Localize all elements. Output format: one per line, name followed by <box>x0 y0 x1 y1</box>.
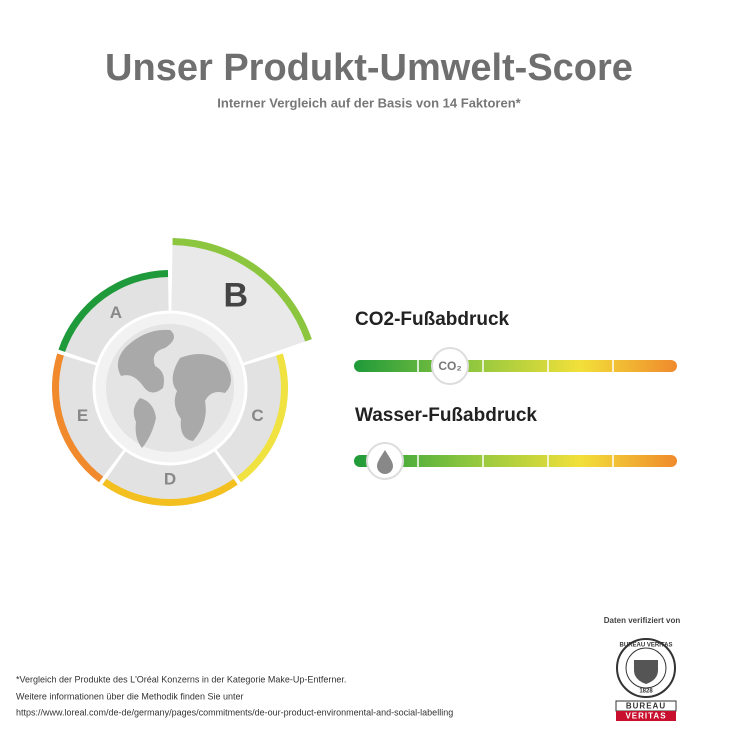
logo-year: 1828 <box>639 689 653 695</box>
verified-label: Daten verifiziert von <box>604 616 681 625</box>
title: Unser Produkt-Umwelt-Score <box>105 47 633 89</box>
footprint-bar <box>354 455 677 467</box>
grade-label: D <box>164 469 176 488</box>
bureau-veritas-logo: BUREAU VERITAS 1828 BUREAU VERITAS <box>615 638 677 721</box>
score-wheel: A B C D E <box>51 238 312 507</box>
grade-sector <box>102 446 238 507</box>
logo-line2: VERITAS <box>625 712 666 721</box>
grade-arc <box>172 238 312 342</box>
co2-icon: CO₂ <box>438 359 461 373</box>
grade-arc <box>102 478 238 507</box>
grade-label: A <box>110 303 122 322</box>
footprint-label: Wasser-Fußabdruck <box>355 405 537 426</box>
grade-arc <box>236 353 289 483</box>
grade-arc <box>58 270 169 352</box>
grade-label: C <box>251 406 263 425</box>
grade-sector <box>171 238 312 365</box>
subtitle: Interner Vergleich auf der Basis von 14 … <box>217 95 521 110</box>
grade-label: B <box>224 276 249 314</box>
bar-separators <box>417 447 614 475</box>
co2-indicator <box>431 347 469 385</box>
footprint-label: CO2-Fußabdruck <box>355 309 510 330</box>
footnote-line: *Vergleich der Produkte des L'Oréal Konz… <box>16 674 346 684</box>
logo-ring: BUREAU VERITAS <box>620 643 673 649</box>
continents <box>117 329 231 448</box>
water-icon <box>377 450 393 474</box>
footnote-line: https://www.loreal.com/de-de/germany/pag… <box>16 707 453 717</box>
logo-line1: BUREAU <box>626 702 666 711</box>
grade-label: E <box>77 406 88 425</box>
bar-separators <box>417 352 614 380</box>
footnote-line: Weitere informationen über die Methodik … <box>16 691 243 701</box>
grade-sector <box>58 270 169 365</box>
grade-arc <box>51 353 104 483</box>
footprint-bar <box>354 360 677 372</box>
